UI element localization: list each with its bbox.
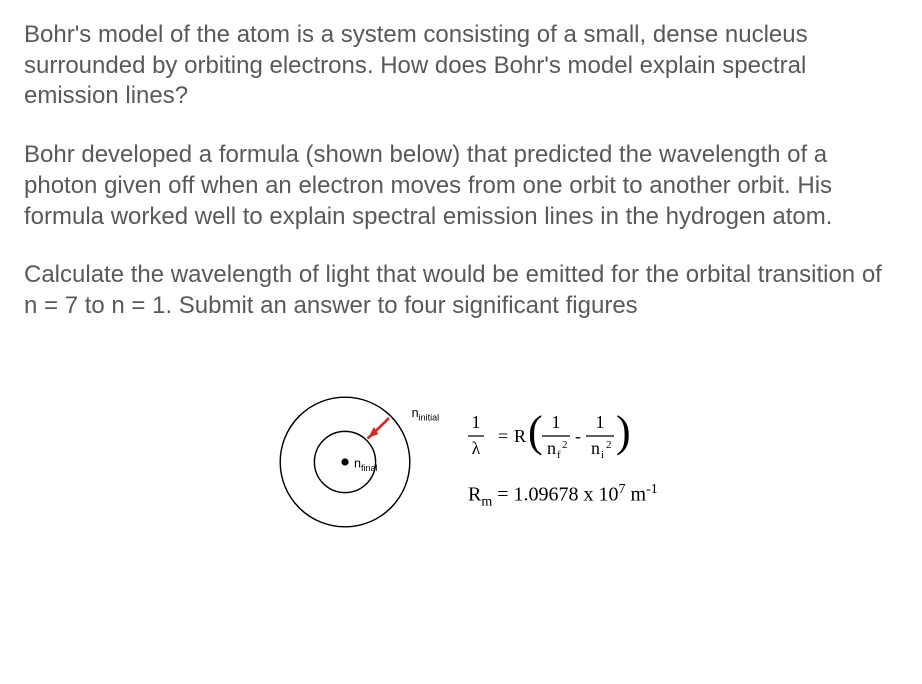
math-column: 1 λ = R ( 1 n f 2 - 1 n i bbox=[468, 406, 658, 517]
svg-text:R: R bbox=[514, 426, 526, 446]
paragraph-2: Bohr developed a formula (shown below) t… bbox=[24, 140, 898, 232]
svg-text:=: = bbox=[498, 426, 508, 446]
svg-text:1: 1 bbox=[552, 412, 561, 432]
rydberg-constant: Rm = 1.09678 x 107 m-1 bbox=[468, 482, 658, 511]
svg-text:λ: λ bbox=[472, 438, 481, 458]
rydberg-formula: 1 λ = R ( 1 n f 2 - 1 n i bbox=[468, 406, 658, 472]
paragraph-1: Bohr's model of the atom is a system con… bbox=[24, 20, 898, 112]
nucleus-dot bbox=[341, 458, 348, 465]
svg-text:i: i bbox=[601, 449, 604, 461]
svg-text:n: n bbox=[547, 438, 556, 458]
svg-text:1: 1 bbox=[472, 412, 481, 432]
label-n-final: nfinal bbox=[354, 456, 378, 473]
svg-text:n: n bbox=[591, 438, 600, 458]
svg-text:f: f bbox=[557, 449, 561, 461]
bohr-diagram: ninitial nfinal bbox=[264, 372, 444, 552]
svg-text:2: 2 bbox=[606, 439, 612, 451]
svg-text:1: 1 bbox=[596, 412, 605, 432]
paragraph-3: Calculate the wavelength of light that w… bbox=[24, 260, 898, 321]
svg-text:(: ( bbox=[528, 407, 543, 456]
svg-text:2: 2 bbox=[562, 439, 568, 451]
label-n-initial: ninitial bbox=[412, 406, 440, 423]
svg-text:): ) bbox=[616, 407, 631, 456]
svg-text:-: - bbox=[575, 426, 581, 446]
figure-row: ninitial nfinal 1 λ = R ( 1 n f 2 bbox=[24, 372, 898, 552]
